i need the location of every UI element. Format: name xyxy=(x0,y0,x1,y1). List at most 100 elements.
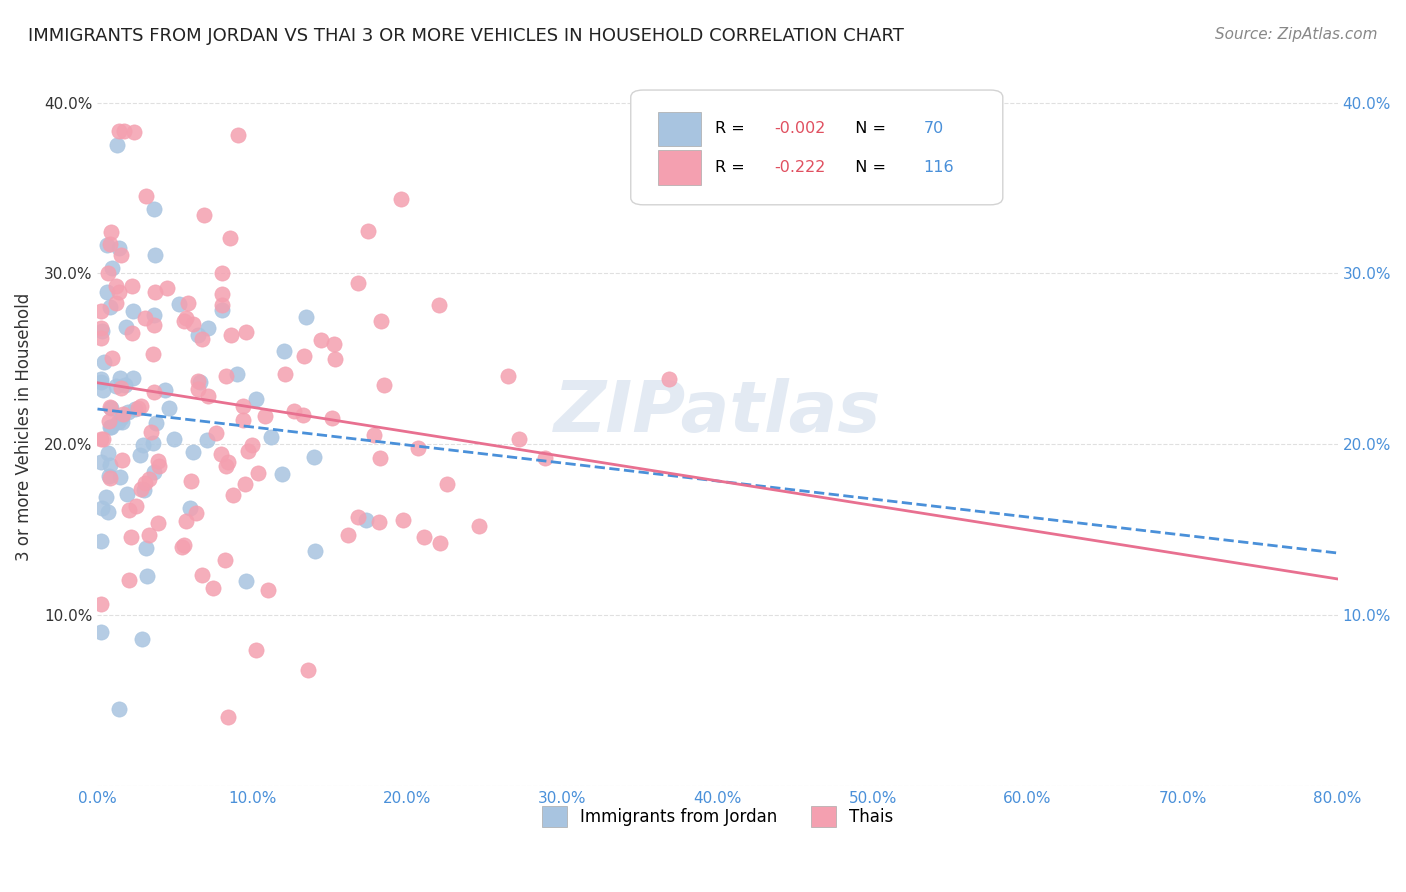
Point xyxy=(93,354,115,368)
Point xyxy=(273,343,295,358)
Point xyxy=(91,324,114,338)
Point xyxy=(111,453,134,467)
Point xyxy=(98,413,121,427)
Point xyxy=(128,448,150,462)
Point xyxy=(190,568,212,582)
Point xyxy=(247,467,270,481)
Point xyxy=(658,372,681,386)
Point xyxy=(302,450,325,464)
Point xyxy=(94,490,117,504)
Point xyxy=(108,702,131,716)
Point xyxy=(115,487,138,501)
Point xyxy=(176,311,198,326)
Point xyxy=(98,458,121,473)
Text: N =: N = xyxy=(845,121,891,136)
Point xyxy=(186,507,208,521)
Point xyxy=(235,325,257,339)
Point xyxy=(468,518,491,533)
Point xyxy=(236,444,259,458)
Point xyxy=(90,597,112,611)
Point xyxy=(260,429,283,443)
Point xyxy=(142,436,165,450)
Point xyxy=(219,327,242,342)
Point xyxy=(217,710,239,724)
Point xyxy=(173,313,195,327)
Point xyxy=(98,469,121,483)
Point xyxy=(193,208,215,222)
Point xyxy=(120,530,142,544)
Point xyxy=(179,500,201,515)
Point xyxy=(97,505,120,519)
Point xyxy=(197,321,219,335)
Point xyxy=(97,446,120,460)
Point xyxy=(232,413,254,427)
Point xyxy=(108,285,131,300)
Point xyxy=(427,298,450,312)
Point xyxy=(91,383,114,397)
Point xyxy=(256,582,278,597)
Point xyxy=(118,573,141,587)
Point xyxy=(124,125,146,139)
Point xyxy=(108,124,131,138)
Point xyxy=(180,474,202,488)
Point xyxy=(406,441,429,455)
Point xyxy=(117,405,139,419)
Point xyxy=(148,458,170,473)
Point xyxy=(143,384,166,399)
Point xyxy=(177,296,200,310)
Point xyxy=(129,399,152,413)
Point xyxy=(146,516,169,530)
Point xyxy=(181,445,204,459)
Point xyxy=(187,382,209,396)
Point xyxy=(135,568,157,582)
Text: N =: N = xyxy=(845,160,891,175)
Point xyxy=(131,632,153,647)
Point xyxy=(90,331,112,345)
Point xyxy=(108,470,131,484)
Point xyxy=(105,138,128,153)
Point xyxy=(139,425,162,440)
Text: ZIPatlas: ZIPatlas xyxy=(554,378,882,447)
Point xyxy=(108,241,131,255)
Point xyxy=(104,296,127,310)
Point xyxy=(205,425,228,440)
Point xyxy=(233,477,256,491)
Point xyxy=(124,401,146,416)
Point xyxy=(145,247,167,261)
Point xyxy=(90,432,112,446)
Text: -0.002: -0.002 xyxy=(775,121,825,136)
Text: IMMIGRANTS FROM JORDAN VS THAI 3 OR MORE VEHICLES IN HOUSEHOLD CORRELATION CHART: IMMIGRANTS FROM JORDAN VS THAI 3 OR MORE… xyxy=(28,27,904,45)
Point xyxy=(90,375,112,389)
Point xyxy=(297,663,319,677)
Point xyxy=(121,326,143,340)
Point xyxy=(134,310,156,325)
Point xyxy=(202,581,225,595)
Point xyxy=(132,437,155,451)
Point xyxy=(122,304,145,318)
Point xyxy=(219,231,242,245)
Point xyxy=(118,502,141,516)
Point xyxy=(354,512,377,526)
Point xyxy=(97,266,120,280)
Point xyxy=(96,285,118,299)
Point xyxy=(215,368,238,383)
Point xyxy=(197,388,219,402)
Point xyxy=(90,624,112,639)
Point xyxy=(121,371,143,385)
Point xyxy=(235,574,257,588)
Point xyxy=(283,404,305,418)
Point xyxy=(146,454,169,468)
Point xyxy=(135,189,157,203)
Point xyxy=(429,536,451,550)
Point xyxy=(373,377,395,392)
Point xyxy=(167,297,190,311)
Point xyxy=(274,368,297,382)
Point xyxy=(357,223,380,237)
Point xyxy=(221,488,243,502)
Text: 70: 70 xyxy=(924,121,943,136)
Point xyxy=(226,367,249,381)
Point xyxy=(101,351,124,365)
Point xyxy=(143,318,166,332)
Point xyxy=(145,416,167,430)
Point xyxy=(135,541,157,556)
